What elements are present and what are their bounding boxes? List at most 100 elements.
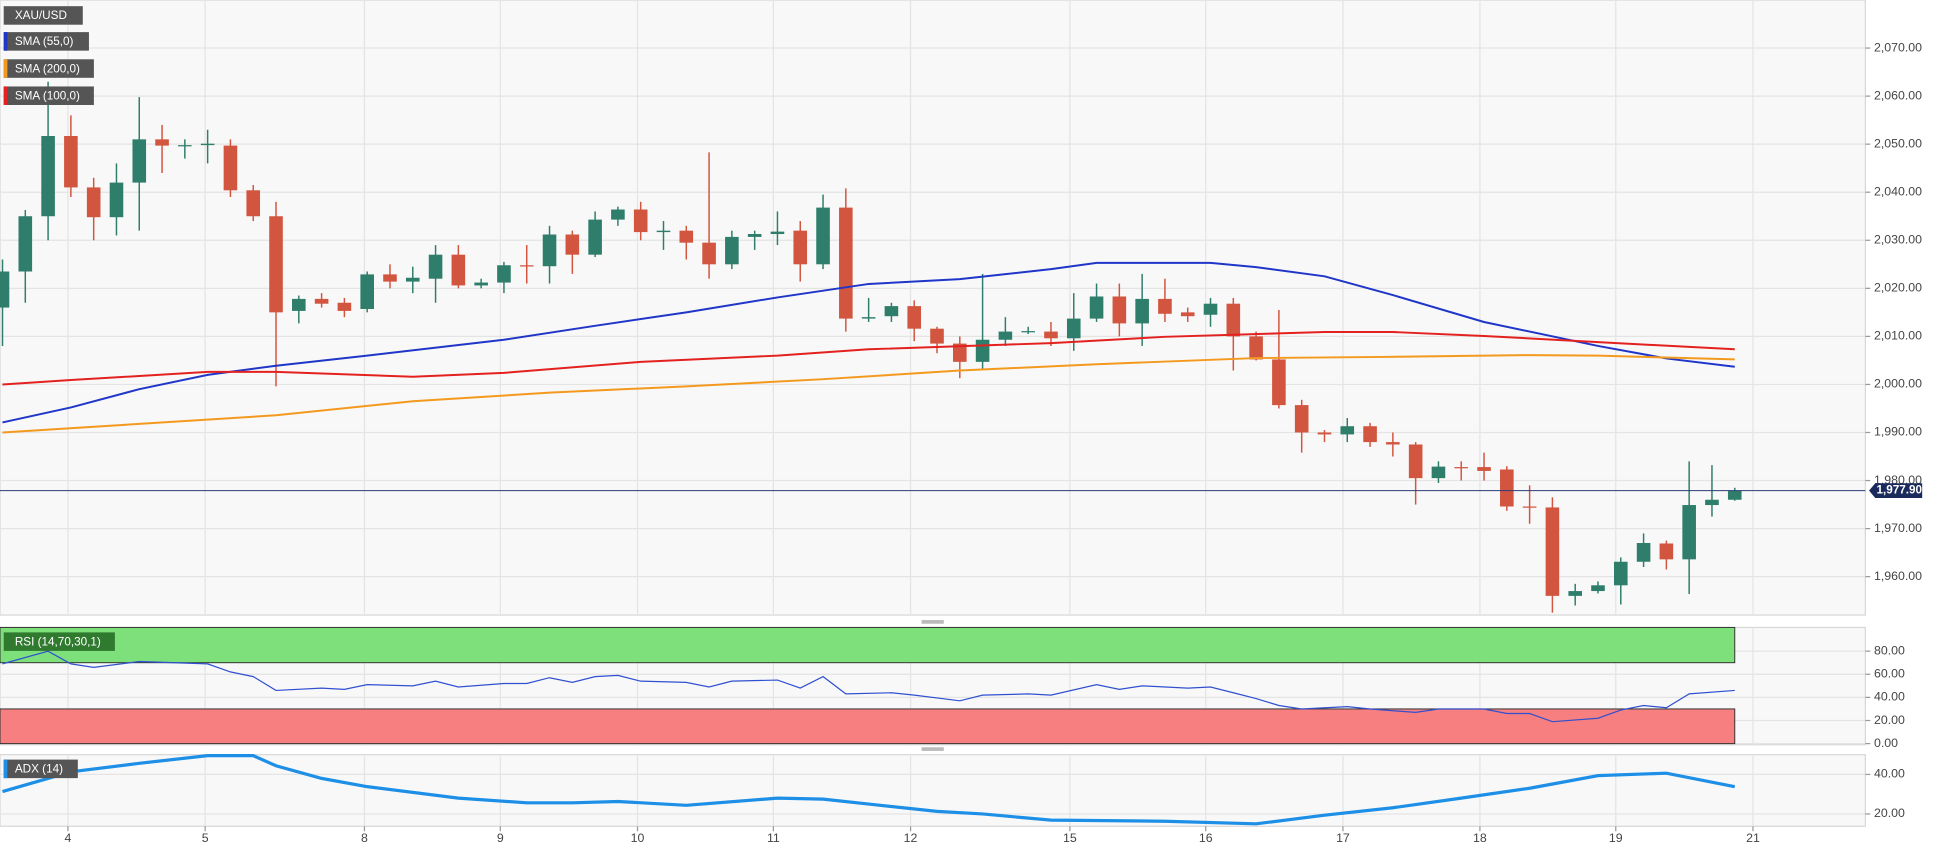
y-tick-label: 2,020.00 [1874,281,1922,295]
candle-body [64,135,78,188]
candle-body [1226,303,1241,337]
candle-body [1112,296,1127,324]
candle-body [565,234,580,255]
marks: 1,977.90 [0,81,1923,826]
y-tick-label: 1,970.00 [1874,521,1922,535]
legend-box [3,86,94,105]
candle-body [1500,469,1514,507]
candle-body [1363,426,1377,443]
candle-body [497,265,511,283]
candle-body [1613,561,1628,586]
candle-body [1705,499,1719,506]
legend-box [3,32,89,51]
legend-swatch [3,759,8,779]
candle-body [428,254,443,279]
sma-line [2,261,1735,424]
candle-body [998,331,1013,340]
candle-body [519,265,534,267]
candle-body [269,216,283,313]
candle-body [18,216,33,272]
sma-line [2,354,1735,434]
legend-label: RSI (14,70,30,1) [15,635,101,648]
legend-swatch [3,32,8,51]
candle-body [1727,490,1742,500]
y-tick-label: 2,000.00 [1874,377,1922,391]
candle-body [337,302,352,311]
legend-label: ADX (14) [15,763,63,776]
candle-body [679,230,694,243]
candle-body [884,306,899,317]
y-tick-label: 1,960.00 [1874,569,1922,583]
candle-body [383,274,397,282]
candle-body [1294,405,1309,433]
candle-body [1545,507,1560,596]
candle-body [1021,331,1035,333]
panel-divider[interactable] [921,620,944,624]
candle-body [1431,466,1446,479]
x-tick-label: 11 [767,831,780,845]
legend-label: SMA (55,0) [15,35,74,48]
legend-label: SMA (200,0) [15,62,80,75]
candle-body [292,298,306,311]
candle-body [702,242,716,265]
candle-body [1682,505,1696,560]
candle-body [656,230,671,233]
candle-body [223,145,238,191]
x-tick-label: 19 [1609,831,1623,845]
x-tick-label: 9 [497,831,504,845]
y-tick-label: 0.00 [1874,736,1898,750]
candle-body [588,219,602,255]
y-tick-label: 2,070.00 [1874,40,1922,54]
candle-body [1477,467,1491,471]
candle-body [861,317,876,319]
candle-body [1044,331,1058,339]
legend-label: SMA (100,0) [15,89,80,102]
adx-line [2,754,1736,826]
candle-body [1522,506,1537,508]
y-tick-label: 60.00 [1874,667,1905,681]
candle-body [41,135,55,217]
x-tick-label: 21 [1746,831,1760,845]
sma-line [2,331,1735,386]
candle-body [1066,318,1081,339]
candle-body [200,143,215,146]
y-tick-label: 80.00 [1874,643,1905,657]
candle-body [611,209,625,220]
legend-box [3,59,94,78]
legend-box [3,759,78,779]
candle-body [405,277,420,282]
candle-body [633,209,648,233]
y-tick-label: 40.00 [1874,690,1905,704]
candle-body [0,271,10,308]
y-tick-label: 2,060.00 [1874,88,1922,102]
x-tick-label: 5 [202,831,209,845]
legend-swatch [3,86,8,105]
y-tick-label: 40.00 [1874,767,1905,781]
candle-body [1158,298,1172,314]
legend-swatch [3,59,8,78]
candle-body [314,298,329,304]
candle-body [1591,585,1605,592]
x-tick-label: 17 [1336,831,1350,845]
x-tick-label: 12 [904,831,918,845]
candle-body [793,230,808,265]
candle-body [1272,359,1286,406]
legend-box [3,6,83,25]
candle-body [725,236,739,265]
panel-divider[interactable] [921,747,944,751]
candle-body [1317,432,1332,435]
candle-body [246,190,261,217]
candle-body [770,231,785,235]
candle-body [1386,442,1400,445]
candle-body [747,234,762,237]
candle-body [1180,312,1195,317]
candle-body [1454,467,1469,469]
x-tick-label: 18 [1473,831,1487,845]
candle-body [975,339,990,362]
candle-body [839,207,853,319]
rsi-line [2,650,1735,723]
candle-body [1340,426,1355,435]
